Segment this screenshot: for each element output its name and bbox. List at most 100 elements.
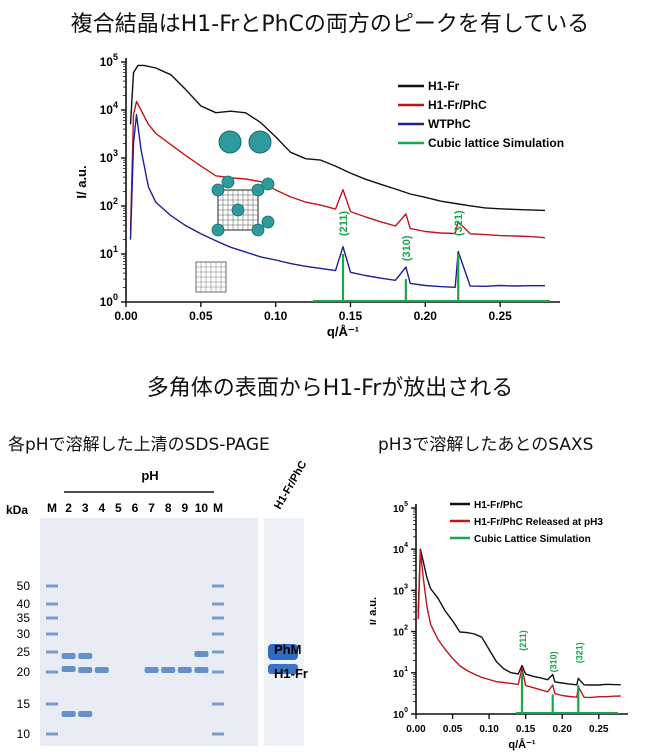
marker-kda-label: 15 <box>17 697 31 711</box>
series-line <box>417 550 621 699</box>
peak-label: (211) <box>338 211 350 236</box>
y-tick-label: 102 <box>393 625 408 639</box>
lane-label: M <box>213 501 223 515</box>
ph-label: pH <box>141 468 158 483</box>
phm-band <box>268 644 298 660</box>
marker-band <box>212 732 224 736</box>
protein-sphere-icon <box>218 130 242 154</box>
protein-band <box>78 711 93 717</box>
x-tick-label: 0.10 <box>479 724 499 735</box>
series-line <box>129 114 545 288</box>
lane-label: 10 <box>195 501 209 515</box>
x-axis-label: q/Å⁻¹ <box>508 738 536 751</box>
marker-band <box>46 632 58 636</box>
x-tick-label: 0.20 <box>414 309 438 323</box>
legend-label: H1-Fr/PhC Released at pH3 <box>474 517 603 528</box>
y-tick-label: 103 <box>100 148 118 165</box>
y-tick-label: 105 <box>393 501 408 515</box>
protein-band <box>144 667 159 673</box>
lane-label: 8 <box>165 501 172 515</box>
protein-band <box>61 653 76 659</box>
peak-label: (321) <box>574 642 584 663</box>
protein-sphere-icon <box>251 223 265 237</box>
protein-band <box>161 667 176 673</box>
marker-band <box>46 670 58 674</box>
marker-kda-label: 35 <box>17 611 31 625</box>
marker-kda-label: 25 <box>17 645 31 659</box>
marker-band <box>46 616 58 620</box>
marker-band <box>212 584 224 588</box>
protein-band <box>78 667 93 673</box>
protein-band <box>61 711 76 717</box>
protein-band <box>194 651 209 657</box>
x-tick-label: 0.15 <box>516 724 536 735</box>
y-axis-label: I/ a.u. <box>74 165 89 198</box>
marker-kda-label: 30 <box>17 627 31 641</box>
peak-label: (310) <box>401 235 413 261</box>
marker-kda-label: 40 <box>17 597 31 611</box>
kda-label: kDa <box>6 503 28 517</box>
legend-label: H1-Fr <box>428 79 460 93</box>
x-tick-label: 0.10 <box>264 309 288 323</box>
marker-band <box>212 616 224 620</box>
gel-background <box>40 518 258 746</box>
y-tick-label: 100 <box>100 292 118 309</box>
protein-band <box>194 667 209 673</box>
legend-label: H1-Fr/PhC <box>428 98 487 112</box>
extra-lane-label: H1-Fr/PhC <box>272 459 309 512</box>
protein-band <box>177 667 192 673</box>
marker-band <box>46 584 58 588</box>
protein-band <box>61 666 76 672</box>
x-tick-label: 0.25 <box>589 724 609 735</box>
y-tick-label: 102 <box>100 196 118 213</box>
x-tick-label: 0.15 <box>339 309 363 323</box>
marker-band <box>46 732 58 736</box>
y-axis-label: I/ a.u. <box>370 597 379 625</box>
protein-band <box>94 667 109 673</box>
marker-kda-label: 50 <box>17 579 31 593</box>
lane-label: 7 <box>148 501 155 515</box>
crystal-illustrations <box>195 130 275 293</box>
saxs-chart-bottom: 100 101 102 103 104 105 0.00 0.05 0.10 0.15 0.20 0.… <box>370 500 628 751</box>
series-line <box>417 548 621 686</box>
peak-label: (211) <box>518 630 528 651</box>
peak-label: (321) <box>453 210 465 236</box>
y-tick-label: 100 <box>393 707 408 721</box>
h1fr-band <box>268 664 298 674</box>
marker-band <box>212 670 224 674</box>
y-tick-label: 101 <box>393 666 408 680</box>
y-tick-label: 103 <box>393 583 408 597</box>
legend-label: H1-Fr/PhC <box>474 500 523 511</box>
page-title: 複合結晶はH1-FrとPhCの両方のピークを有している <box>70 12 590 37</box>
marker-kda-label: 10 <box>17 727 31 741</box>
lane-label: 3 <box>82 501 89 515</box>
x-tick-label: 0.05 <box>443 724 463 735</box>
section-title: 多角体の表面からH1-Frが放出される <box>146 376 514 401</box>
protein-sphere-icon <box>211 183 225 197</box>
saxs-chart-top: 100 101 102 103 104 105 0.00 0.05 0.10 0.15 0.20 0.… <box>74 52 564 339</box>
y-tick-label: 101 <box>100 244 118 261</box>
legend-label: WTPhC <box>428 117 471 131</box>
lane-label: 2 <box>65 501 72 515</box>
series-line <box>129 64 546 212</box>
series-line <box>129 100 546 239</box>
protein-sphere-icon <box>248 130 272 154</box>
protein-sphere-icon <box>221 175 235 189</box>
gel-title: 各pHで溶解した上清のSDS-PAGE <box>8 435 270 455</box>
x-tick-label: 0.25 <box>488 309 512 323</box>
gel-extra-lane-background <box>264 518 304 746</box>
marker-band <box>46 650 58 654</box>
saxs-ph3-title: pH3で溶解したあとのSAXS <box>378 435 594 455</box>
marker-band <box>46 602 58 606</box>
protein-band <box>78 653 93 659</box>
peak-label: (310) <box>549 651 559 672</box>
protein-sphere-icon <box>251 183 265 197</box>
lane-label: 4 <box>98 501 105 515</box>
marker-band <box>212 702 224 706</box>
x-axis-label: q/Å⁻¹ <box>327 324 359 339</box>
marker-band <box>212 602 224 606</box>
x-tick-label: 0.00 <box>114 309 138 323</box>
band-label-phm: PhM <box>274 642 301 657</box>
y-tick-label: 104 <box>100 100 118 117</box>
